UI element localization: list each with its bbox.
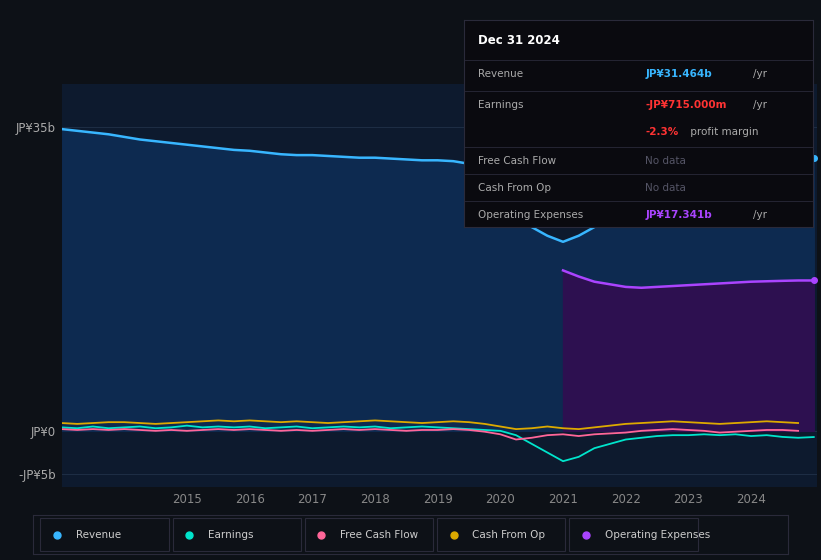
Text: No data: No data	[645, 183, 686, 193]
Text: No data: No data	[645, 156, 686, 166]
FancyBboxPatch shape	[305, 519, 433, 551]
Text: /yr: /yr	[754, 100, 768, 110]
Text: Operating Expenses: Operating Expenses	[478, 210, 583, 220]
Text: /yr: /yr	[754, 210, 768, 220]
Text: Cash From Op: Cash From Op	[478, 183, 551, 193]
FancyBboxPatch shape	[437, 519, 566, 551]
FancyBboxPatch shape	[40, 519, 169, 551]
Text: Free Cash Flow: Free Cash Flow	[478, 156, 556, 166]
Text: Operating Expenses: Operating Expenses	[604, 530, 710, 540]
Text: -JP¥715.000m: -JP¥715.000m	[645, 100, 727, 110]
Text: Earnings: Earnings	[208, 530, 254, 540]
Text: Earnings: Earnings	[478, 100, 523, 110]
Text: profit margin: profit margin	[687, 127, 759, 137]
Text: JP¥17.341b: JP¥17.341b	[645, 210, 712, 220]
Text: Dec 31 2024: Dec 31 2024	[478, 34, 560, 47]
Text: Cash From Op: Cash From Op	[472, 530, 545, 540]
Text: Free Cash Flow: Free Cash Flow	[340, 530, 419, 540]
Text: Revenue: Revenue	[478, 69, 523, 80]
Text: Revenue: Revenue	[76, 530, 121, 540]
Text: JP¥31.464b: JP¥31.464b	[645, 69, 712, 80]
Text: -2.3%: -2.3%	[645, 127, 678, 137]
FancyBboxPatch shape	[172, 519, 301, 551]
FancyBboxPatch shape	[569, 519, 698, 551]
Text: /yr: /yr	[754, 69, 768, 80]
